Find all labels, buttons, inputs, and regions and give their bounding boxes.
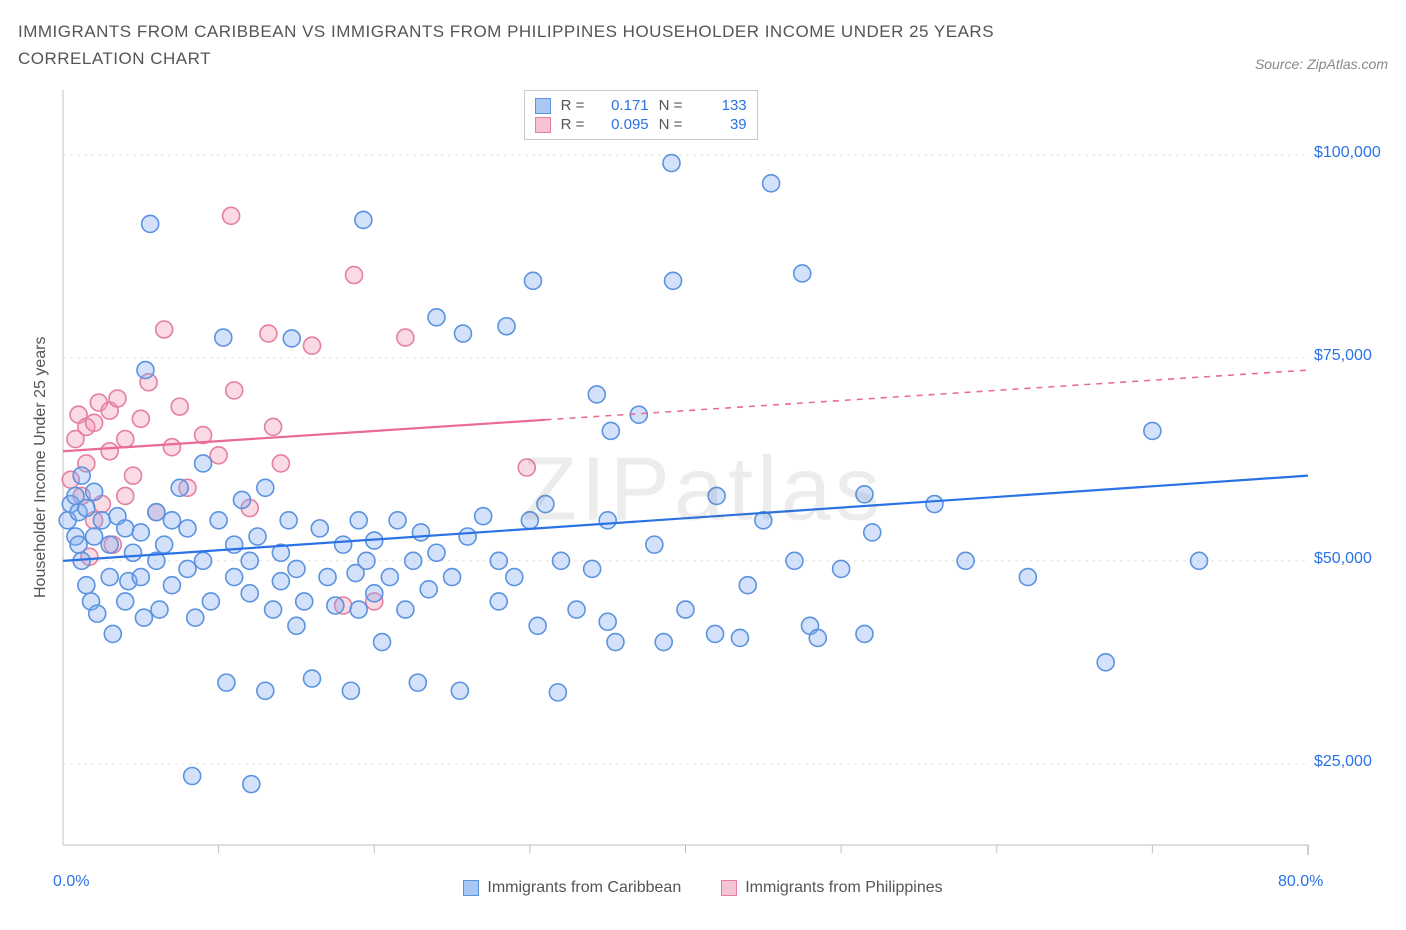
legend-item-philippines: Immigrants from Philippines <box>721 879 942 897</box>
r-label: R = <box>561 97 587 114</box>
swatch-philippines-icon <box>721 880 737 896</box>
y-tick-label: $50,000 <box>1314 550 1372 568</box>
swatch-philippines-icon <box>535 117 551 133</box>
scatter-plot <box>18 80 1388 900</box>
x-axis-min-label: 0.0% <box>53 873 89 891</box>
chart-title: IMMIGRANTS FROM CARIBBEAN VS IMMIGRANTS … <box>18 18 1118 72</box>
x-axis-max-label: 80.0% <box>1278 873 1323 891</box>
n-label: N = <box>659 97 685 114</box>
r-value-caribbean: 0.171 <box>597 97 649 114</box>
r-label: R = <box>561 116 587 133</box>
n-value-caribbean: 133 <box>695 97 747 114</box>
stats-legend: R = 0.171 N = 133 R = 0.095 N = 39 <box>524 90 758 140</box>
n-value-philippines: 39 <box>695 116 747 133</box>
chart-container: ZIPatlas Householder Income Under 25 yea… <box>18 80 1388 900</box>
stats-row-philippines: R = 0.095 N = 39 <box>535 116 747 133</box>
y-tick-label: $75,000 <box>1314 347 1372 365</box>
n-label: N = <box>659 116 685 133</box>
y-tick-label: $100,000 <box>1314 144 1381 162</box>
source-label: Source: <box>1255 56 1303 72</box>
stats-row-caribbean: R = 0.171 N = 133 <box>535 97 747 114</box>
source-attribution: Source: ZipAtlas.com <box>1255 56 1388 72</box>
source-name: ZipAtlas.com <box>1307 56 1388 72</box>
series-legend: Immigrants from Caribbean Immigrants fro… <box>18 879 1388 897</box>
legend-label-caribbean: Immigrants from Caribbean <box>487 879 681 897</box>
legend-item-caribbean: Immigrants from Caribbean <box>463 879 681 897</box>
swatch-caribbean-icon <box>535 98 551 114</box>
swatch-caribbean-icon <box>463 880 479 896</box>
y-axis-label: Householder Income Under 25 years <box>32 336 50 597</box>
legend-label-philippines: Immigrants from Philippines <box>745 879 942 897</box>
r-value-philippines: 0.095 <box>597 116 649 133</box>
y-tick-label: $25,000 <box>1314 753 1372 771</box>
